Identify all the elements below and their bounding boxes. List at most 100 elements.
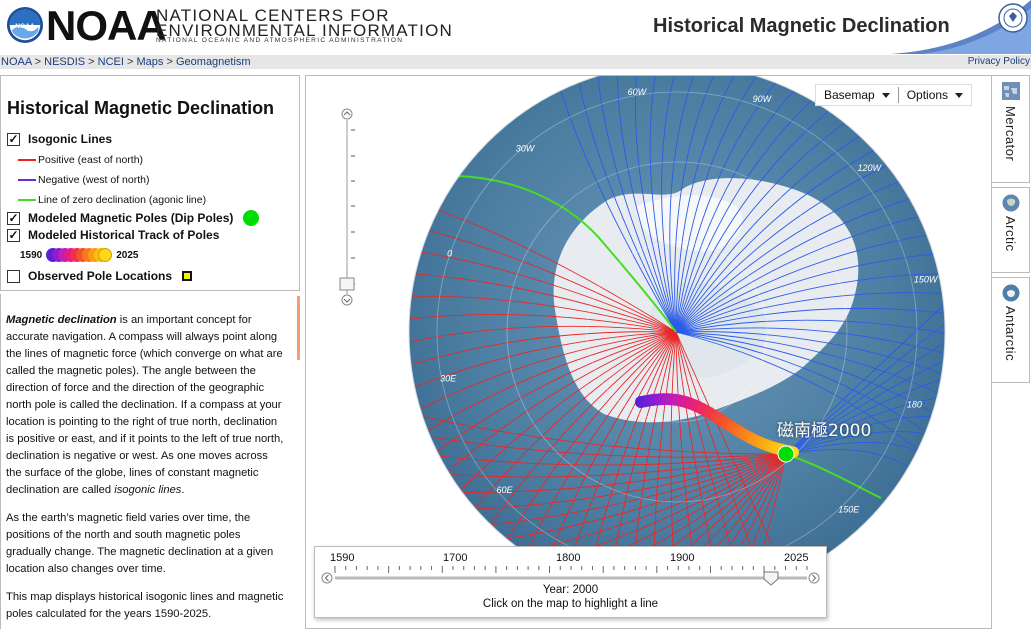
dip-poles-checkbox[interactable]: ✓ xyxy=(7,210,20,225)
isogonic-line-positive[interactable] xyxy=(544,331,677,566)
year-timeline[interactable]: 1590 1700 1800 1900 2025 Year: 2000 Clic… xyxy=(314,546,827,618)
isogonic-line-positive[interactable] xyxy=(411,295,677,333)
zoom-slider[interactable] xyxy=(339,108,355,308)
isogonic-line-positive[interactable] xyxy=(415,273,677,333)
isogonic-line-negative[interactable] xyxy=(674,76,718,333)
isogonic-line-negative[interactable] xyxy=(675,327,945,354)
tab-mercator[interactable]: Mercator xyxy=(992,75,1030,183)
scrollbar-thumb[interactable] xyxy=(297,296,300,360)
isogonic-line-negative[interactable] xyxy=(578,82,677,333)
antarctic-map[interactable]: 30W60W90W120W150W180150E120E90E60E30E0 xyxy=(306,76,992,629)
track-toggle[interactable]: ✓ Modeled Historical Track of Poles xyxy=(7,228,219,242)
options-button[interactable]: Options xyxy=(899,85,971,105)
isogonic-line-negative[interactable] xyxy=(634,76,677,333)
isogonic-line-positive[interactable] xyxy=(460,331,677,491)
isogonic-line-negative[interactable] xyxy=(785,361,944,455)
isogonic-line-negative[interactable] xyxy=(675,253,934,333)
isogonic-line-positive[interactable] xyxy=(475,453,787,510)
isogonic-line-negative[interactable] xyxy=(675,319,945,334)
isogonic-line-positive[interactable] xyxy=(409,314,677,333)
timeline-next-icon[interactable] xyxy=(808,572,820,584)
isogonic-line-negative[interactable] xyxy=(616,76,677,333)
timeline-handle[interactable] xyxy=(763,571,779,586)
isogonic-line-negative[interactable] xyxy=(675,331,942,374)
isogonic-line-negative[interactable] xyxy=(785,342,945,455)
isogonic-line-negative[interactable] xyxy=(675,110,829,333)
zoom-in-icon[interactable] xyxy=(341,108,353,120)
isogonic-line-positive[interactable] xyxy=(414,331,677,388)
isogonic-checkbox[interactable]: ✓ xyxy=(7,131,20,146)
isogonic-line-negative[interactable] xyxy=(675,331,933,413)
isogonic-line-negative[interactable] xyxy=(649,76,677,333)
isogonic-line-positive[interactable] xyxy=(430,436,787,458)
isogonic-line-negative[interactable] xyxy=(675,82,776,333)
isogonic-line-negative[interactable] xyxy=(675,234,927,333)
observed-toggle[interactable]: Observed Pole Locations xyxy=(7,269,193,283)
isogonic-line-negative[interactable] xyxy=(785,415,932,455)
isogonic-line-positive[interactable] xyxy=(439,453,787,466)
isogonic-line-positive[interactable] xyxy=(428,230,677,333)
isogonic-line-negative[interactable] xyxy=(785,442,918,455)
isogonic-line-negative[interactable] xyxy=(675,122,845,333)
isogonic-line-negative[interactable] xyxy=(675,149,875,333)
timeline-prev-icon[interactable] xyxy=(321,572,333,584)
privacy-policy-link[interactable]: Privacy Policy xyxy=(967,56,1030,67)
isogonic-line-negative[interactable] xyxy=(785,323,945,455)
isogonic-line-negative[interactable] xyxy=(675,198,910,333)
zoom-handle[interactable] xyxy=(339,277,355,291)
isogonic-line-negative[interactable] xyxy=(785,304,944,455)
tab-antarctic[interactable]: Antarctic xyxy=(992,277,1030,383)
isogonic-line-positive[interactable] xyxy=(421,251,677,333)
isogonic-line-positive[interactable] xyxy=(523,453,787,553)
isogonic-line-positive[interactable] xyxy=(427,331,677,431)
isogonic-line-positive[interactable] xyxy=(438,209,677,333)
isogonic-line-negative[interactable] xyxy=(785,449,909,468)
agonic-line-lower[interactable] xyxy=(785,453,882,499)
isogonic-line-negative[interactable] xyxy=(785,430,925,455)
isogonic-line-negative[interactable] xyxy=(675,76,738,333)
isogonic-line-negative[interactable] xyxy=(661,76,678,333)
isogonic-line-negative[interactable] xyxy=(675,273,939,333)
breadcrumb-ncei[interactable]: NCEI xyxy=(97,56,124,68)
isogonic-lines-toggle[interactable]: ✓ Isogonic Lines xyxy=(7,132,112,146)
noaa-wordmark[interactable]: NOAA xyxy=(46,2,167,49)
isogonic-line-positive[interactable] xyxy=(506,453,787,540)
breadcrumb-nesdis[interactable]: NESDIS xyxy=(44,56,86,68)
isogonic-line-negative[interactable] xyxy=(675,216,920,333)
isogonic-line-negative[interactable] xyxy=(785,379,941,455)
isogonic-line-positive[interactable] xyxy=(422,416,787,455)
isogonic-line-negative[interactable] xyxy=(675,76,757,333)
track-checkbox[interactable]: ✓ xyxy=(7,227,20,242)
isogonic-line-positive[interactable] xyxy=(420,331,677,410)
tab-arctic[interactable]: Arctic xyxy=(992,187,1030,273)
breadcrumb-maps[interactable]: Maps xyxy=(136,56,164,68)
breadcrumb-noaa[interactable]: NOAA xyxy=(1,56,32,68)
isogonic-line-negative[interactable] xyxy=(675,90,795,333)
map-view[interactable]: 30W60W90W120W150W180150E120E90E60E30E0 xyxy=(305,75,992,629)
isogonic-line-positive[interactable] xyxy=(474,331,677,509)
isogonic-line-positive[interactable] xyxy=(409,325,677,343)
isogonic-line-negative[interactable] xyxy=(675,165,888,333)
zoom-out-icon[interactable] xyxy=(341,294,353,306)
description-panel[interactable]: Magnetic declination is an important con… xyxy=(0,294,300,629)
noaa-logo-icon[interactable]: NOAA xyxy=(6,6,44,44)
isogonic-line-positive[interactable] xyxy=(410,331,677,365)
isogonic-line-positive[interactable] xyxy=(565,331,677,576)
dip-poles-toggle[interactable]: ✓ Modeled Magnetic Poles (Dip Poles) xyxy=(7,210,260,226)
isogonic-line-positive[interactable] xyxy=(447,331,677,472)
isogonic-line-negative[interactable] xyxy=(675,331,919,451)
isogonic-line-negative[interactable] xyxy=(675,331,927,432)
isogonic-line-negative[interactable] xyxy=(597,76,677,333)
isogonic-line-negative[interactable] xyxy=(675,307,945,333)
observed-checkbox[interactable] xyxy=(7,269,20,283)
isogonic-line-positive[interactable] xyxy=(490,453,787,525)
isogonic-line-negative[interactable] xyxy=(675,292,943,333)
basemap-button[interactable]: Basemap xyxy=(816,85,898,105)
isogonic-line-negative[interactable] xyxy=(675,181,900,333)
isogonic-line-positive[interactable] xyxy=(450,453,787,478)
isogonic-line-positive[interactable] xyxy=(675,331,787,577)
isogonic-line-negative[interactable] xyxy=(675,99,812,333)
isogonic-line-negative[interactable] xyxy=(560,90,677,333)
isogonic-line-negative[interactable] xyxy=(785,397,937,455)
isogonic-line-positive[interactable] xyxy=(490,331,677,525)
